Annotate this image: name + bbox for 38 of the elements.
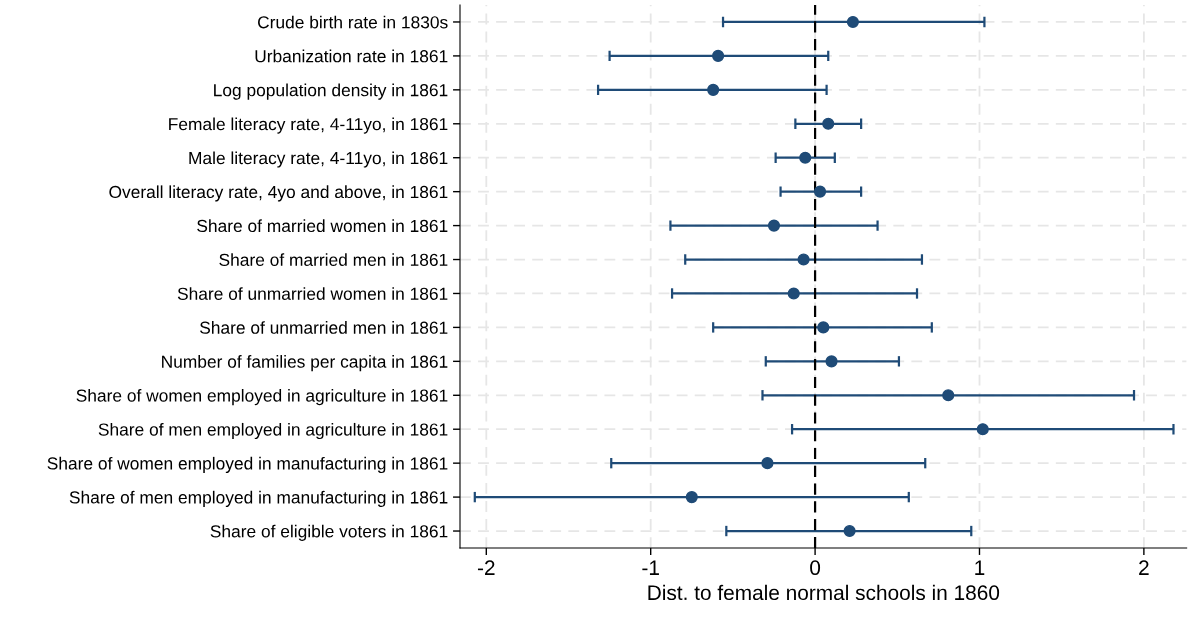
point: [976, 423, 989, 436]
point: [942, 389, 955, 402]
y-tick-label: Share of eligible voters in 1861: [210, 524, 448, 541]
point: [767, 219, 781, 232]
y-tick-label: Share of men employed in manufacturing in 1861: [69, 490, 448, 507]
point: [712, 49, 725, 62]
point: [707, 83, 720, 96]
x-tick-label: -2: [477, 560, 495, 575]
point: [799, 151, 812, 164]
y-tick-label: Crude birth rate in 1830s: [258, 15, 448, 29]
point: [813, 185, 827, 198]
point: [761, 457, 774, 470]
y-tick-label: Share of women employed in manufacturing in 1861: [47, 456, 448, 474]
point: [787, 287, 800, 300]
y-tick-label: Share of unmarried women in 1861: [177, 287, 448, 300]
point: [825, 355, 838, 368]
y-tick-label: Overall literacy rate, 4yo and above, in 1861: [109, 185, 448, 202]
point: [817, 321, 830, 334]
y-tick-label: Share of women employed in agriculture in 1861: [76, 388, 448, 406]
x-tick-label: 0: [810, 560, 821, 576]
x-tick-label: 1: [975, 560, 985, 575]
y-tick-label: Log population density in 1861: [214, 83, 448, 100]
y-tick-label: Urbanization rate in 1861: [255, 49, 448, 63]
y-tick-label: Male literacy rate, 4-11yo, in 1861: [189, 151, 448, 168]
x-tick-label: -1: [642, 560, 659, 575]
x-axis-title: Dist. to female normal schools in 1860: [648, 584, 1000, 601]
point: [797, 253, 810, 266]
x-tick-label: 2: [1139, 560, 1149, 575]
y-tick-label: Female literacy rate, 4-11yo, in 1861: [169, 117, 448, 134]
y-tick-label: Share of married women in 1861: [197, 219, 448, 233]
point: [843, 524, 856, 538]
y-tick-label: Share of men employed in agriculture in 1861: [98, 422, 448, 440]
y-tick-label: Share of unmarried men in 1861: [200, 321, 448, 334]
point: [822, 117, 835, 130]
point: [846, 15, 859, 29]
y-tick-label: Share of married men in 1861: [219, 253, 448, 266]
y-tick-label: Number of families per capita in 1861: [162, 355, 448, 372]
point: [685, 491, 698, 504]
